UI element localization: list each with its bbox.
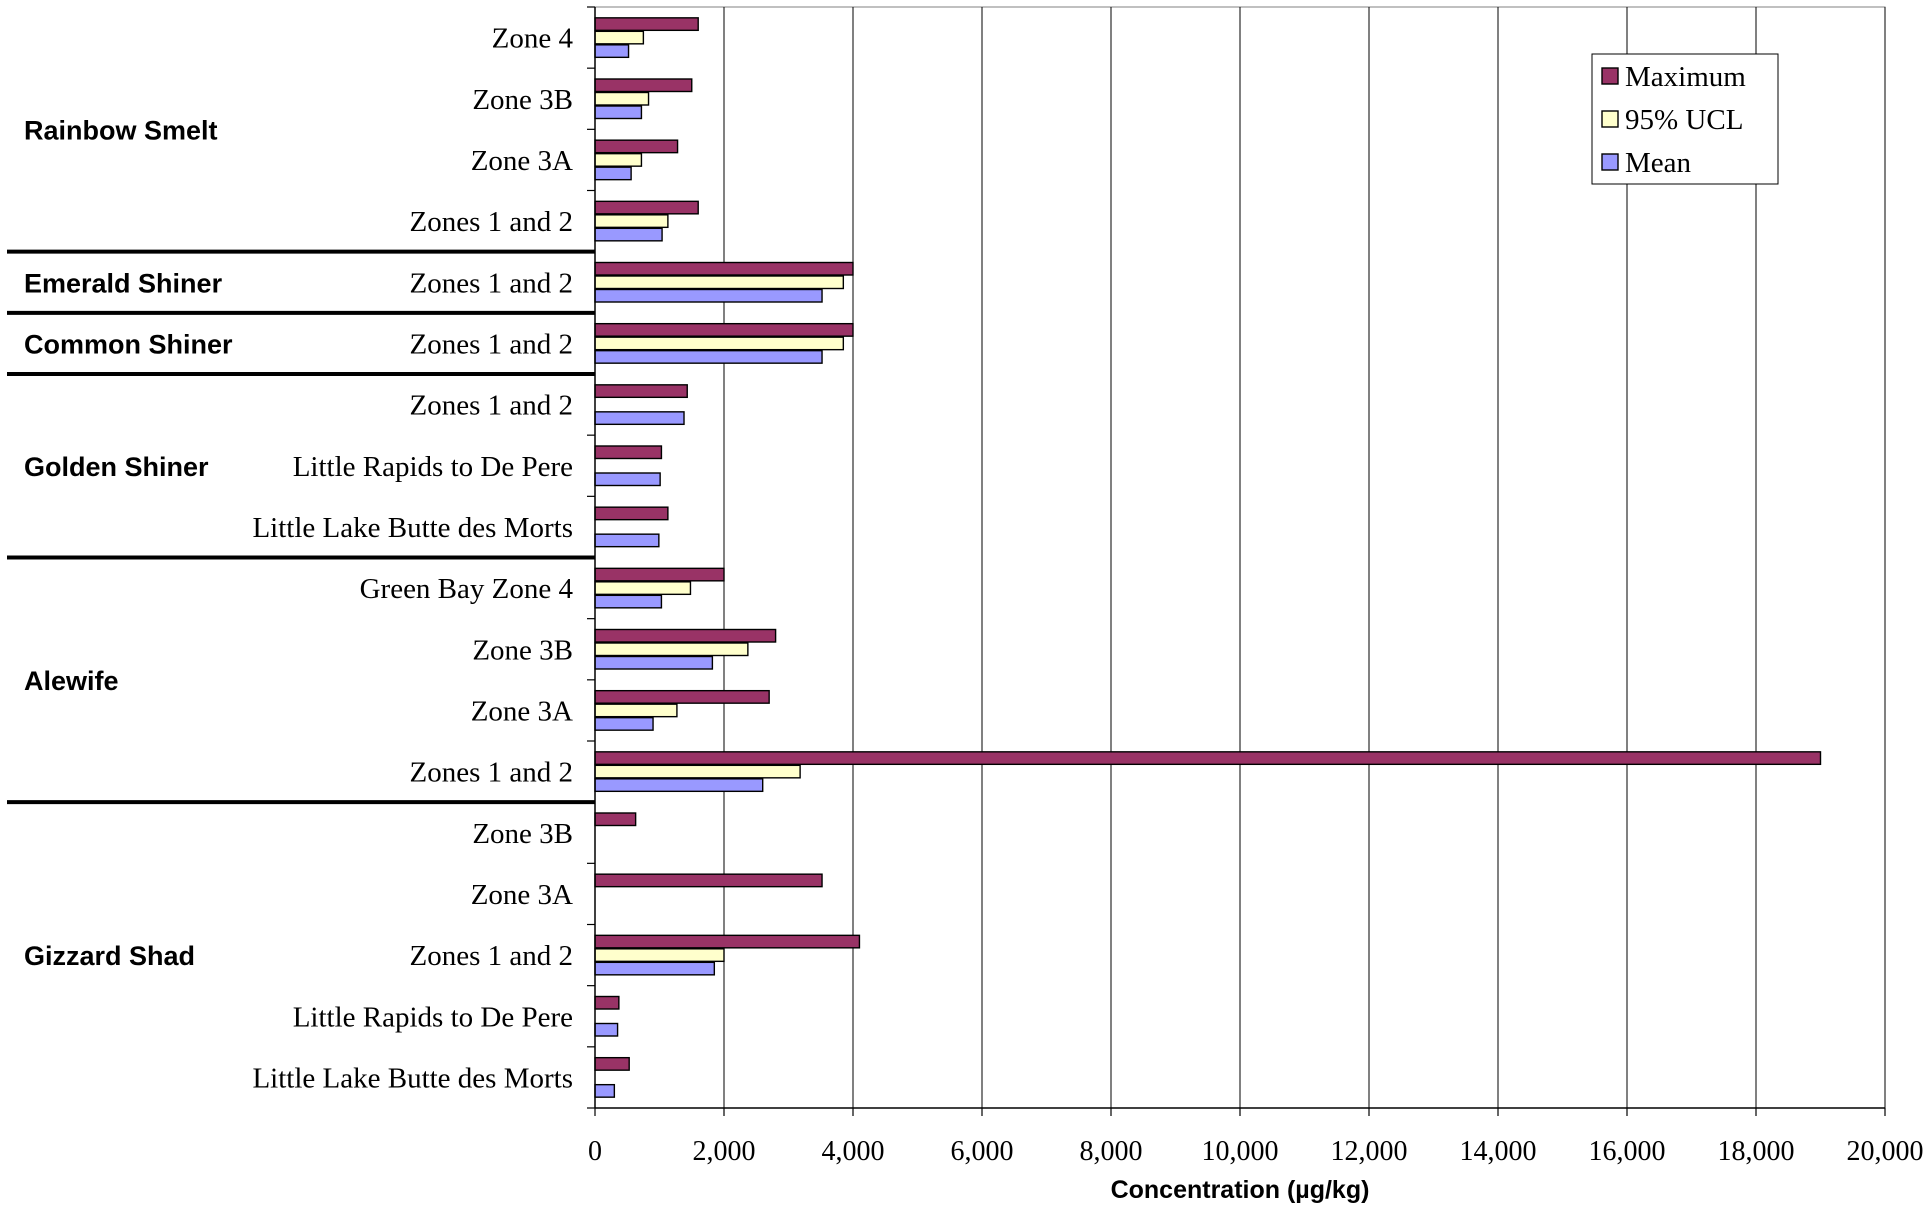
bar-mean bbox=[594, 716, 654, 731]
category-label: Zones 1 and 2 bbox=[410, 940, 574, 972]
bar-95-ucl bbox=[594, 91, 650, 106]
species-label: Emerald Shiner bbox=[24, 268, 223, 298]
category-label: Zones 1 and 2 bbox=[410, 206, 574, 238]
bar-mean bbox=[594, 594, 663, 609]
x-tick-label: 4,000 bbox=[822, 1136, 885, 1167]
category-label: Zone 3B bbox=[472, 84, 573, 116]
category-label: Zones 1 and 2 bbox=[410, 390, 574, 422]
species-label: Common Shiner bbox=[24, 329, 233, 359]
x-tick-label: 14,000 bbox=[1460, 1136, 1537, 1167]
bar-maximum bbox=[594, 628, 777, 643]
bar-95-ucl bbox=[594, 703, 678, 718]
bar-95-ucl bbox=[594, 30, 645, 45]
category-label: Zone 3B bbox=[472, 818, 573, 850]
species-labels: Rainbow Smelt Emerald Shiner Common Shiner… bbox=[7, 115, 595, 971]
bar-95-ucl bbox=[594, 948, 725, 963]
category-label: Green Bay Zone 4 bbox=[360, 573, 574, 605]
bar-maximum bbox=[594, 200, 699, 215]
bar-95-ucl bbox=[594, 764, 801, 779]
x-axis-title: Concentration (µg/kg) bbox=[1111, 1176, 1370, 1204]
bar-maximum bbox=[594, 751, 1822, 766]
bar-maximum bbox=[594, 261, 854, 276]
species-label: Rainbow Smelt bbox=[24, 115, 218, 145]
bar-mean bbox=[594, 166, 632, 181]
bar-mean bbox=[594, 288, 823, 303]
legend-swatch bbox=[1601, 67, 1619, 85]
x-tick-label: 10,000 bbox=[1202, 1136, 1279, 1167]
bar-maximum bbox=[594, 689, 770, 704]
bar-maximum bbox=[594, 873, 823, 888]
species-label: Gizzard Shad bbox=[24, 941, 195, 971]
bar-maximum bbox=[594, 934, 861, 949]
category-label: Zones 1 and 2 bbox=[410, 328, 574, 360]
bar-95-ucl bbox=[594, 214, 669, 229]
bar-mean bbox=[594, 961, 716, 976]
bar-mean bbox=[594, 411, 685, 426]
category-label: Little Rapids to De Pere bbox=[293, 1001, 573, 1033]
category-label: Zones 1 and 2 bbox=[410, 757, 574, 789]
x-tick-label: 20,000 bbox=[1847, 1136, 1924, 1167]
category-label: Zone 4 bbox=[492, 23, 574, 55]
bar-mean bbox=[594, 472, 661, 487]
bar-maximum bbox=[594, 139, 679, 154]
bar-mean bbox=[594, 105, 643, 120]
bar-maximum bbox=[594, 506, 669, 521]
legend-label: 95% UCL bbox=[1625, 104, 1743, 136]
bar-maximum bbox=[594, 445, 663, 460]
x-tick-label: 6,000 bbox=[951, 1136, 1014, 1167]
x-tick-label: 12,000 bbox=[1331, 1136, 1408, 1167]
species-label: Alewife bbox=[24, 666, 119, 696]
category-label: Little Rapids to De Pere bbox=[293, 451, 573, 483]
category-label: Zone 3A bbox=[471, 695, 573, 727]
bar-95-ucl bbox=[594, 581, 692, 596]
legend: Maximum 95% UCL Mean bbox=[1591, 53, 1779, 185]
bar-mean bbox=[594, 1022, 619, 1037]
category-label: Zones 1 and 2 bbox=[410, 267, 574, 299]
bar-maximum bbox=[594, 812, 637, 827]
bar-mean bbox=[594, 227, 663, 242]
bar-95-ucl bbox=[594, 152, 643, 167]
legend-label: Maximum bbox=[1625, 61, 1746, 93]
bar-maximum bbox=[594, 384, 688, 399]
bar-95-ucl bbox=[594, 336, 845, 351]
legend-label: Mean bbox=[1625, 147, 1692, 179]
category-label: Zone 3A bbox=[471, 879, 573, 911]
bar-mean bbox=[594, 533, 660, 548]
legend-box bbox=[1591, 53, 1779, 185]
x-tick-labels: 0 2,000 4,000 6,000 8,000 10,000 12,000 14,000 1… bbox=[588, 1136, 1924, 1167]
category-label: Little Lake Butte des Morts bbox=[252, 512, 573, 544]
bar-mean bbox=[594, 778, 764, 793]
x-tick-label: 2,000 bbox=[693, 1136, 756, 1167]
x-tick-label: 16,000 bbox=[1589, 1136, 1666, 1167]
bar-mean bbox=[594, 655, 714, 670]
bars bbox=[594, 17, 1822, 1098]
legend-swatch bbox=[1601, 110, 1619, 128]
bar-mean bbox=[594, 44, 630, 59]
x-tick-label: 0 bbox=[588, 1136, 602, 1167]
category-label: Little Lake Butte des Morts bbox=[252, 1062, 573, 1094]
bar-maximum bbox=[594, 995, 620, 1010]
bar-maximum bbox=[594, 322, 854, 337]
bar-maximum bbox=[594, 17, 699, 32]
bar-mean bbox=[594, 349, 823, 364]
x-tick-label: 18,000 bbox=[1718, 1136, 1795, 1167]
category-label: Zone 3A bbox=[471, 145, 573, 177]
species-label: Golden Shiner bbox=[24, 452, 209, 482]
bar-mean bbox=[594, 1083, 616, 1098]
bar-maximum bbox=[594, 567, 725, 582]
legend-swatch bbox=[1601, 153, 1619, 171]
category-labels: Zone 4 Zone 3B Zone 3A Zones 1 and 2 Zones 1… bbox=[252, 23, 573, 1095]
category-label: Zone 3B bbox=[472, 634, 573, 666]
bar-95-ucl bbox=[594, 275, 845, 290]
bar-maximum bbox=[594, 1056, 630, 1071]
bar-maximum bbox=[594, 78, 693, 93]
bar-95-ucl bbox=[594, 642, 749, 657]
x-tick-label: 8,000 bbox=[1080, 1136, 1143, 1167]
